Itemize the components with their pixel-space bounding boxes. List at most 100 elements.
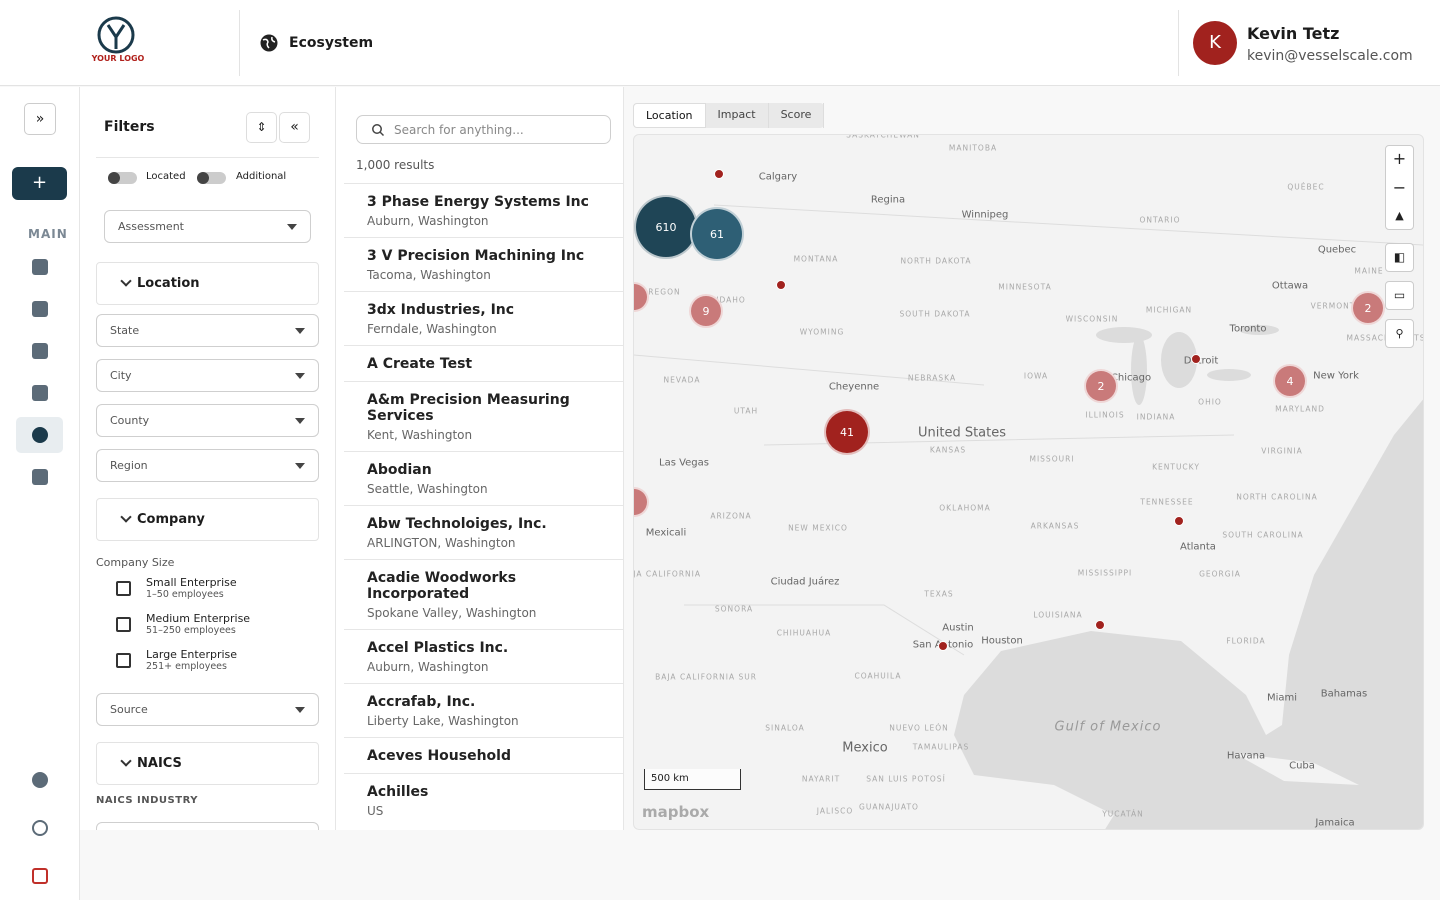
map-label: Mexicali — [645, 527, 687, 539]
section-header[interactable]: Company — [96, 498, 319, 541]
result-name: Abw Technoloiges, Inc. — [367, 516, 547, 532]
collapse-button[interactable]: ⇕ — [246, 112, 277, 143]
result-count: 1,000 results — [356, 158, 435, 172]
map-label: NEVADA — [663, 375, 701, 385]
checkbox[interactable] — [116, 653, 131, 668]
map-point[interactable] — [938, 641, 948, 651]
dropdown[interactable]: Assessment — [104, 210, 311, 243]
map-label: SAN LUIS POTOSÍ — [866, 774, 946, 784]
globe-icon — [260, 34, 278, 52]
map-label: OHIO — [1198, 397, 1222, 407]
dropdown[interactable]: City — [96, 359, 319, 392]
dropdown[interactable]: Source — [96, 693, 319, 726]
search-box[interactable]: Search for anything... — [356, 115, 611, 144]
result-location: ARLINGTON, Washington — [367, 536, 516, 550]
map-label: New York — [1313, 370, 1359, 382]
divider — [96, 157, 319, 158]
map-tab[interactable]: Impact — [706, 103, 769, 128]
map-cluster[interactable]: 41 — [824, 409, 870, 455]
map-cluster[interactable]: 4 — [1273, 364, 1307, 398]
result-location: Auburn, Washington — [367, 660, 489, 674]
settings-icon[interactable] — [32, 772, 48, 788]
map-button[interactable]: ⚲ — [1385, 319, 1414, 348]
map-point[interactable] — [1095, 620, 1105, 630]
map-point[interactable] — [776, 280, 786, 290]
map-cluster[interactable]: 2 — [1351, 291, 1385, 325]
map-label: SINALOA — [765, 723, 805, 733]
map-label: ARIZONA — [710, 511, 752, 521]
map-point[interactable] — [714, 169, 724, 179]
map-label: IOWA — [1023, 371, 1049, 381]
toggle[interactable] — [108, 172, 137, 184]
result-item[interactable]: A&m Precision Measuring Services Kent, Wa… — [344, 381, 623, 451]
result-item[interactable]: Abodian Seattle, Washington — [344, 451, 623, 505]
nav-icon[interactable] — [32, 343, 48, 359]
result-item[interactable]: 3dx Industries, Inc Ferndale, Washington — [344, 291, 623, 345]
avatar[interactable]: K — [1193, 21, 1237, 65]
attribution[interactable]: mapbox — [642, 803, 710, 821]
nav-title[interactable]: Ecosystem — [289, 35, 374, 51]
dropdown[interactable]: Region — [96, 449, 319, 482]
dropdown[interactable]: County — [96, 404, 319, 437]
add-button[interactable]: + — [12, 167, 67, 200]
map-cluster[interactable]: 610 — [634, 195, 698, 259]
result-item[interactable]: Abw Technoloiges, Inc. ARLINGTON, Washing… — [344, 505, 623, 559]
map-label: COAHUILA — [854, 671, 902, 681]
map-label: ARKANSAS — [1030, 521, 1080, 531]
dropdown[interactable] — [96, 822, 319, 830]
checkbox[interactable] — [116, 581, 131, 596]
nav-icon[interactable] — [32, 259, 48, 275]
map-label: MINNESOTA — [998, 282, 1052, 292]
hide-button[interactable]: « — [279, 112, 310, 143]
map-label: WYOMING — [799, 327, 845, 337]
nav-icon[interactable] — [32, 301, 48, 317]
map-tab[interactable]: Location — [633, 103, 706, 128]
toggle[interactable] — [197, 172, 226, 184]
nav-icon[interactable] — [32, 385, 48, 401]
header: YOUR LOGO Ecosystem K Kevin Tetz kevin@v… — [0, 0, 1440, 86]
dropdown[interactable]: State — [96, 314, 319, 347]
map-cluster[interactable]: 61 — [690, 207, 744, 261]
result-item[interactable]: 3 Phase Energy Systems Inc Auburn, Washin… — [344, 183, 623, 237]
map-label: NAYARIT — [801, 774, 841, 784]
result-item[interactable]: 3 V Precision Machining Inc Tacoma, Washi… — [344, 237, 623, 291]
checkbox[interactable] — [116, 617, 131, 632]
logout-icon[interactable] — [32, 868, 48, 884]
map-label: MICHIGAN — [1145, 305, 1193, 315]
map-label: Austin — [942, 622, 974, 634]
section-header[interactable]: NAICS — [96, 742, 319, 785]
map-label: MANITOBA — [948, 143, 998, 153]
result-item[interactable]: Achilles US — [344, 773, 623, 827]
map-label: UTAH — [733, 406, 759, 416]
section-header[interactable]: Location — [96, 262, 319, 305]
compass[interactable]: ▲ — [1395, 209, 1404, 222]
divider — [239, 10, 240, 76]
result-item[interactable]: A Create Test — [344, 345, 623, 381]
nav-icon[interactable] — [32, 469, 48, 485]
map-label: Houston — [981, 635, 1023, 647]
map-label: Cheyenne — [828, 381, 880, 393]
result-location: Liberty Lake, Washington — [367, 714, 519, 728]
result-item[interactable]: Accel Plastics Inc. Auburn, Washington — [344, 629, 623, 683]
map-cluster[interactable]: 2 — [1084, 369, 1118, 403]
zoom-in[interactable]: + — [1392, 149, 1407, 168]
result-item[interactable]: Acadie Woodworks Incorporated Spokane Val… — [344, 559, 623, 629]
divider — [1178, 10, 1179, 76]
expand-button[interactable]: » — [24, 103, 56, 135]
result-item[interactable]: Accrafab, Inc. Liberty Lake, Washington — [344, 683, 623, 737]
map-tab[interactable]: Score — [769, 103, 825, 128]
map-cluster[interactable] — [634, 282, 649, 312]
map-point[interactable] — [1191, 354, 1201, 364]
map-cluster[interactable] — [634, 487, 649, 517]
zoom-out[interactable]: − — [1392, 178, 1407, 197]
map-label: Mexico — [842, 740, 888, 756]
help-icon[interactable] — [32, 820, 48, 836]
map-cluster[interactable]: 9 — [689, 294, 723, 328]
map-label: Toronto — [1229, 323, 1267, 335]
map-label: SOUTH DAKOTA — [899, 309, 971, 319]
map-point[interactable] — [1174, 516, 1184, 526]
map-button[interactable]: ◧ — [1385, 243, 1414, 272]
result-item[interactable]: Aceves Household — [344, 737, 623, 773]
map-button[interactable]: ▭ — [1385, 281, 1414, 310]
nav-icon[interactable] — [32, 427, 48, 443]
